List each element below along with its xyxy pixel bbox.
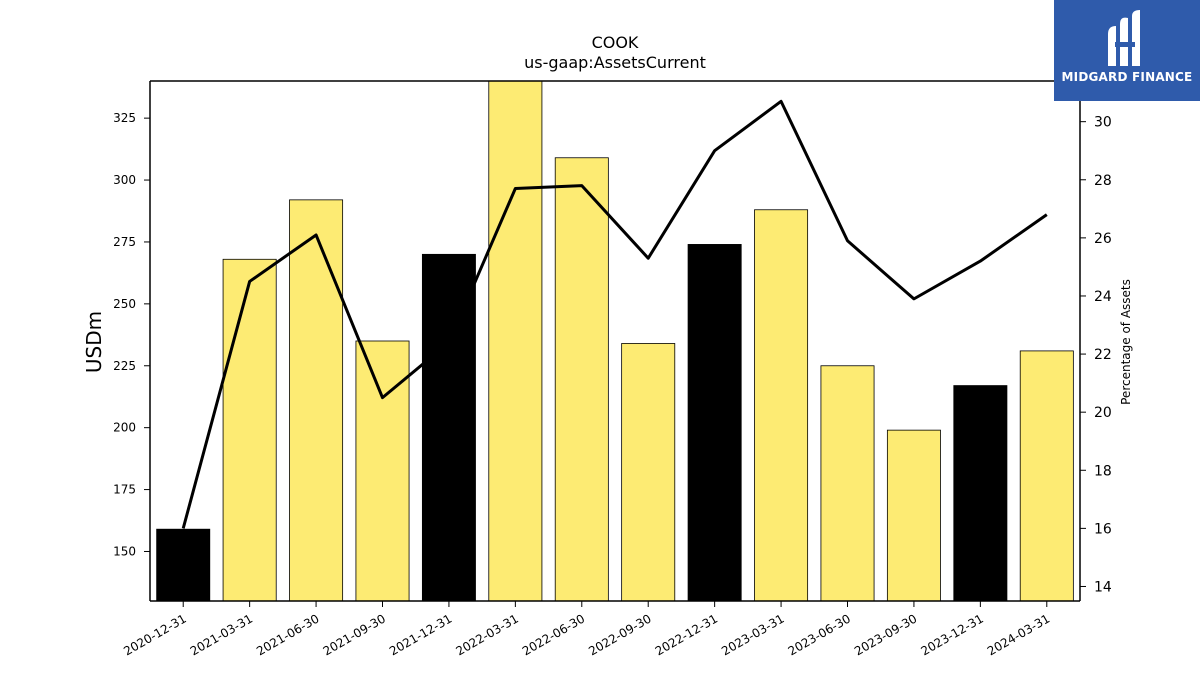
y2-axis-label: Percentage of Assets [1119,279,1133,405]
bar [687,244,742,602]
midgard-finance-logo: MIDGARD FINANCE [1054,0,1200,101]
y2-tick-label: 22 [1094,347,1112,363]
bar [886,429,941,602]
chart-subtitle: us-gaap:AssetsCurrent [524,53,706,72]
x-tick-label: 2020-12-31 [121,611,188,658]
y2-tick-label: 30 [1094,115,1112,131]
y2-tick-label: 16 [1094,521,1112,537]
y-tick-label: 150 [113,544,136,558]
y-tick-label: 325 [113,111,136,125]
bars-group [156,80,1074,602]
y2-tick-label: 20 [1094,405,1112,421]
y-tick-label: 250 [113,297,136,311]
bar [820,365,875,602]
bar [754,209,809,602]
x-tick-label: 2023-03-31 [719,611,786,658]
y-tick-label: 175 [113,483,136,497]
line-group [181,99,1048,529]
y-tick-label: 200 [113,421,136,435]
bar [554,157,609,602]
chart-title: COOK [592,33,639,52]
y2-tick-label: 18 [1094,463,1112,479]
y2-tick-label: 24 [1094,289,1112,305]
x-tick-label: 2022-03-31 [453,611,520,658]
x-tick-label: 2022-06-30 [520,611,587,658]
logo-text: MIDGARD FINANCE [1061,70,1193,84]
x-tick-label: 2024-03-31 [985,611,1052,658]
bar [421,253,476,602]
bar [156,528,211,602]
y-axis-label: USDm [82,311,106,373]
x-tick-label: 2023-12-31 [918,611,985,658]
x-tick-label: 2021-06-30 [254,611,321,658]
x-tick-label: 2021-12-31 [387,611,454,658]
y-tick-label: 225 [113,359,136,373]
bar [289,199,344,602]
bar [953,385,1008,602]
x-tick-label: 2023-09-30 [852,611,919,658]
bar [355,340,410,602]
y2-tick-label: 28 [1094,173,1112,189]
x-tick-label: 2022-09-30 [586,611,653,658]
bar [621,343,676,602]
x-tick-label: 2021-03-31 [188,611,255,658]
percentage-line [181,99,1048,529]
bar [222,258,277,602]
bar [488,80,543,602]
x-tick-label: 2021-09-30 [321,611,388,658]
y-tick-label: 275 [113,235,136,249]
y-tick-label: 300 [113,173,136,187]
x-tick-label: 2022-12-31 [653,611,720,658]
y2-tick-label: 26 [1094,231,1112,247]
bar [1019,350,1074,602]
y2-tick-label: 14 [1094,579,1112,595]
midgard-logo-icon [1108,10,1140,67]
x-tick-label: 2023-06-30 [786,611,853,658]
